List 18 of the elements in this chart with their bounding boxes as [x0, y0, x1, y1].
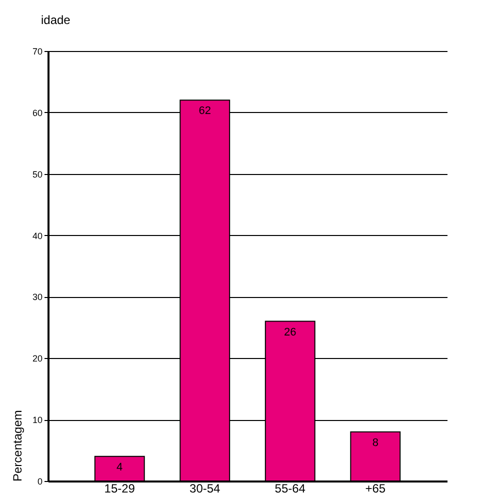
x-tick-label: 30-54	[190, 482, 221, 496]
y-axis-title: Percentagem	[10, 410, 24, 482]
y-tick-label: 0	[37, 476, 42, 486]
y-tick-label: 40	[32, 230, 42, 241]
data-label: 8	[372, 436, 378, 449]
data-label: 62	[198, 105, 211, 118]
x-tick-label: +65	[365, 482, 386, 496]
data-label: 26	[284, 326, 296, 338]
y-tick-label: 10	[32, 415, 42, 426]
y-tick-label: 20	[32, 354, 42, 364]
y-tick-label: 60	[32, 108, 42, 118]
data-label: 4	[116, 461, 123, 474]
chart-title: idade	[40, 13, 71, 27]
x-tick-label: 15-29	[104, 482, 136, 496]
y-tick-label: 50	[32, 169, 42, 180]
x-tick-label: 55-64	[274, 482, 306, 496]
y-tick-label: 70	[32, 46, 42, 56]
y-tick-label: 30	[32, 292, 42, 302]
